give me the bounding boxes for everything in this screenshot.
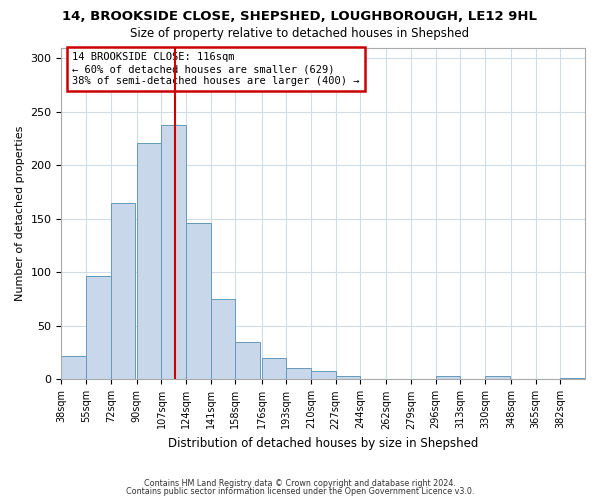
Bar <box>61 356 86 380</box>
Y-axis label: Number of detached properties: Number of detached properties <box>15 126 25 301</box>
Bar <box>335 376 360 380</box>
Bar <box>186 223 211 380</box>
Bar <box>161 124 186 380</box>
Bar <box>235 342 260 380</box>
Text: Size of property relative to detached houses in Shepshed: Size of property relative to detached ho… <box>130 28 470 40</box>
Bar <box>311 371 335 380</box>
Bar <box>111 203 136 380</box>
Bar <box>86 276 111 380</box>
Bar <box>137 143 161 380</box>
Bar <box>211 299 235 380</box>
Bar <box>262 358 286 380</box>
Text: Contains HM Land Registry data © Crown copyright and database right 2024.: Contains HM Land Registry data © Crown c… <box>144 478 456 488</box>
Text: Contains public sector information licensed under the Open Government Licence v3: Contains public sector information licen… <box>126 487 474 496</box>
Bar <box>286 368 311 380</box>
X-axis label: Distribution of detached houses by size in Shepshed: Distribution of detached houses by size … <box>168 437 478 450</box>
Bar <box>436 376 460 380</box>
Bar <box>560 378 585 380</box>
Text: 14 BROOKSIDE CLOSE: 116sqm
← 60% of detached houses are smaller (629)
38% of sem: 14 BROOKSIDE CLOSE: 116sqm ← 60% of deta… <box>72 52 359 86</box>
Text: 14, BROOKSIDE CLOSE, SHEPSHED, LOUGHBOROUGH, LE12 9HL: 14, BROOKSIDE CLOSE, SHEPSHED, LOUGHBORO… <box>62 10 538 23</box>
Bar <box>485 376 509 380</box>
